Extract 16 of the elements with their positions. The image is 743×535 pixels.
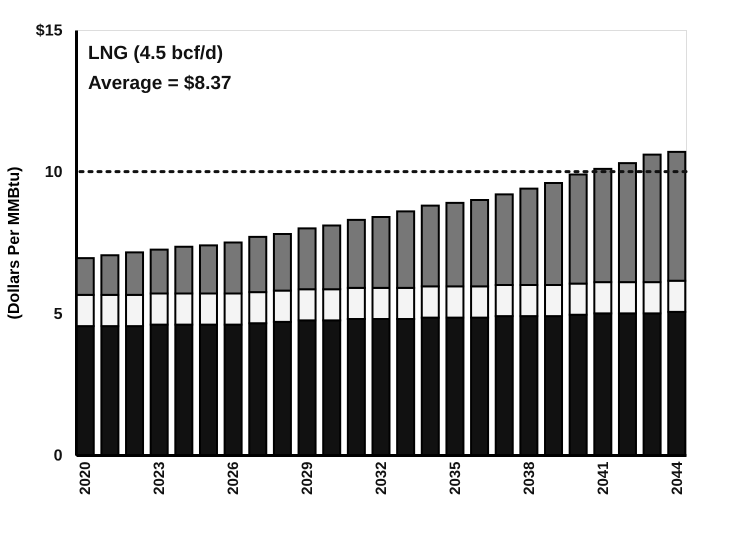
y-tick-label: 5 [54,306,63,323]
x-tick-label: 2041 [594,462,612,495]
x-tick-label: 2029 [299,462,316,495]
x-tick-label: 2026 [225,462,242,495]
y-axis-title: (Dollars Per MMBtu) [6,166,23,320]
y-tick-label: 10 [44,164,63,182]
x-tick-label: 2038 [520,462,538,495]
x-tick-label: 2044 [668,460,686,495]
x-tick-label: 2020 [77,462,94,495]
annotation: LNG (4.5 bcf/d) [88,43,224,64]
y-tick-label: 0 [54,448,63,464]
y-tick-label: $15 [36,22,63,40]
x-tick-label: 2023 [151,462,168,495]
x-tick-label: 2035 [446,462,464,495]
x-tick-label: 2032 [373,462,390,495]
annotation: Average = $8.37 [88,73,232,94]
